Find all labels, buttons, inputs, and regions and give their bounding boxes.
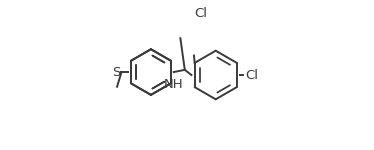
Text: S: S	[112, 66, 121, 79]
Text: Cl: Cl	[245, 69, 258, 82]
Text: Cl: Cl	[194, 7, 208, 20]
Text: NH: NH	[164, 78, 184, 91]
